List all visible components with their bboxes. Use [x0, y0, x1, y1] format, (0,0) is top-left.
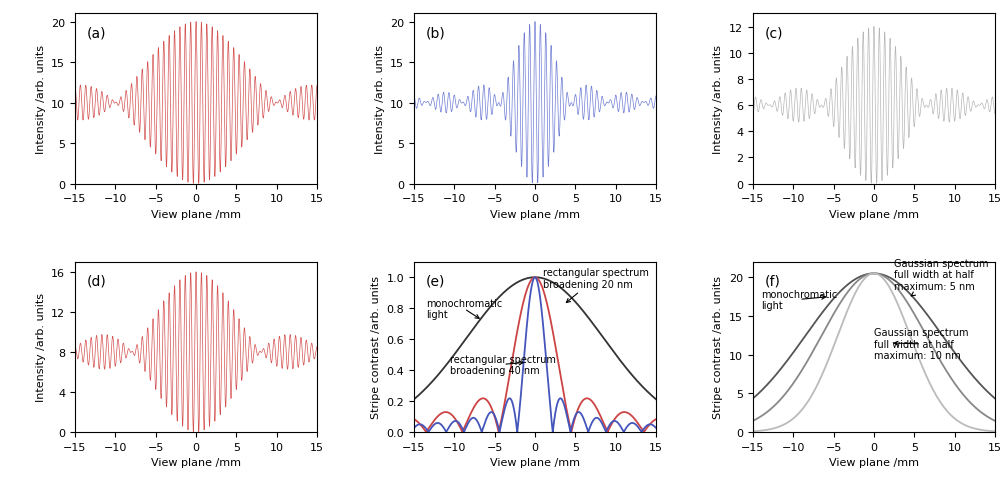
- Text: (b): (b): [426, 26, 446, 40]
- X-axis label: View plane /mm: View plane /mm: [829, 209, 919, 219]
- Text: rectangular spectrum
broadening 40 nm: rectangular spectrum broadening 40 nm: [450, 354, 556, 375]
- X-axis label: View plane /mm: View plane /mm: [151, 457, 241, 467]
- Text: monochromatic
light: monochromatic light: [426, 298, 502, 320]
- X-axis label: View plane /mm: View plane /mm: [151, 209, 241, 219]
- Y-axis label: Intensity /arb. units: Intensity /arb. units: [713, 45, 723, 154]
- Text: (a): (a): [87, 26, 107, 40]
- Text: (f): (f): [765, 274, 781, 288]
- X-axis label: View plane /mm: View plane /mm: [490, 209, 580, 219]
- Text: (d): (d): [87, 274, 107, 288]
- Y-axis label: Intensity /arb. units: Intensity /arb. units: [36, 45, 46, 154]
- Text: (c): (c): [765, 26, 784, 40]
- X-axis label: View plane /mm: View plane /mm: [829, 457, 919, 467]
- Y-axis label: Intensity /arb. units: Intensity /arb. units: [375, 45, 385, 154]
- Y-axis label: Intensity /arb. units: Intensity /arb. units: [36, 293, 46, 401]
- Y-axis label: Stripe contrast /arb. units: Stripe contrast /arb. units: [713, 276, 723, 419]
- Text: Gaussian spectrum
full width at half
maximum: 10 nm: Gaussian spectrum full width at half max…: [874, 327, 968, 360]
- Text: monochromatic
light: monochromatic light: [761, 289, 837, 311]
- Text: Gaussian spectrum
full width at half
maximum: 5 nm: Gaussian spectrum full width at half max…: [894, 258, 989, 296]
- X-axis label: View plane /mm: View plane /mm: [490, 457, 580, 467]
- Text: (e): (e): [426, 274, 445, 288]
- Text: rectangular spectrum
broadening 20 nm: rectangular spectrum broadening 20 nm: [543, 267, 649, 303]
- Y-axis label: Stripe contrast /arb. units: Stripe contrast /arb. units: [371, 276, 381, 419]
